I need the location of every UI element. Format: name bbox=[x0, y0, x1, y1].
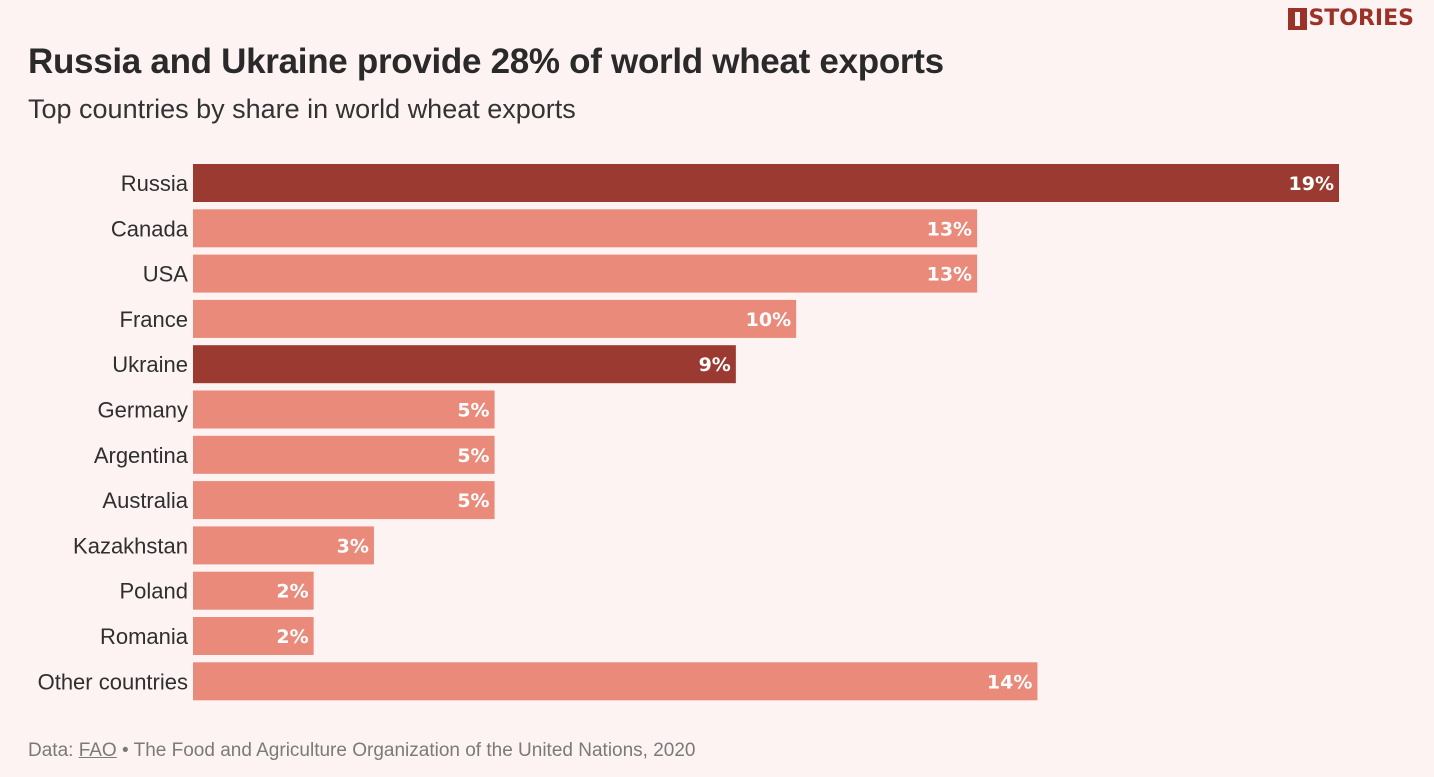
bar-poland bbox=[193, 571, 314, 610]
value-label: 3% bbox=[337, 535, 369, 557]
category-label: Kazakhstan bbox=[73, 533, 188, 558]
category-label: Germany bbox=[98, 398, 188, 423]
category-label: Ukraine bbox=[112, 352, 188, 377]
category-label: USA bbox=[143, 262, 189, 287]
category-label: Australia bbox=[102, 488, 188, 513]
category-label: Other countries bbox=[38, 669, 188, 694]
value-label: 13% bbox=[927, 264, 972, 286]
bar-russia bbox=[193, 164, 1339, 202]
value-label: 5% bbox=[457, 400, 489, 422]
chart-footer: Data: FAO • The Food and Agriculture Org… bbox=[28, 740, 696, 762]
value-label: 10% bbox=[746, 309, 791, 331]
bar-argentina bbox=[193, 435, 495, 474]
bar-other-countries bbox=[193, 662, 1038, 701]
value-label: 5% bbox=[457, 445, 489, 467]
value-label: 14% bbox=[987, 671, 1032, 693]
value-label: 2% bbox=[276, 581, 308, 603]
bar-germany bbox=[193, 390, 495, 429]
bar-france bbox=[193, 299, 797, 338]
chart-subtitle: Top countries by share in world wheat ex… bbox=[28, 94, 576, 124]
bar-romania bbox=[193, 617, 314, 655]
bar-canada bbox=[193, 209, 978, 248]
logo-mark-icon bbox=[1288, 8, 1308, 30]
footer-separator: • bbox=[122, 740, 129, 761]
category-label: Poland bbox=[119, 579, 188, 604]
source-link[interactable]: FAO bbox=[78, 740, 117, 761]
bar-usa bbox=[193, 254, 978, 293]
value-label: 13% bbox=[927, 218, 972, 240]
category-label: France bbox=[120, 307, 188, 332]
chart-title: Russia and Ukraine provide 28% of world … bbox=[28, 42, 944, 81]
value-label: 5% bbox=[457, 490, 489, 512]
bar-australia bbox=[193, 481, 495, 520]
footer-prefix: Data: bbox=[28, 740, 74, 761]
category-label: Canada bbox=[111, 216, 189, 241]
value-label: 19% bbox=[1289, 173, 1334, 195]
bar-ukraine bbox=[193, 345, 736, 384]
brand-logo: STORIES bbox=[1288, 6, 1414, 32]
category-label: Russia bbox=[121, 171, 189, 196]
category-label: Argentina bbox=[94, 443, 189, 468]
footer-source-text: The Food and Agriculture Organization of… bbox=[133, 740, 696, 761]
category-label: Romania bbox=[100, 624, 189, 649]
value-label: 9% bbox=[699, 354, 731, 376]
value-label: 2% bbox=[276, 626, 308, 648]
logo-text: STORIES bbox=[1308, 6, 1414, 31]
bar-kazakhstan bbox=[193, 526, 374, 565]
